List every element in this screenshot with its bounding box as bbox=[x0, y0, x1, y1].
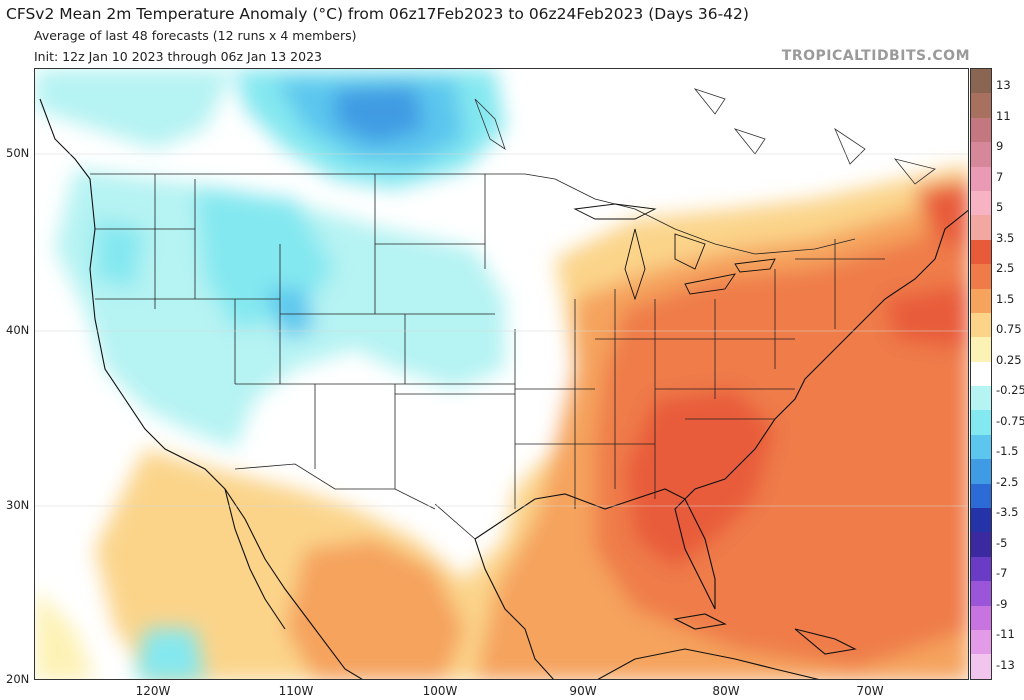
colorbar-label: -0.75 bbox=[996, 413, 1024, 428]
great-lakes bbox=[573, 203, 776, 301]
colorbar-label: 5 bbox=[996, 200, 1004, 214]
lon-label-110w: 110W bbox=[278, 684, 314, 698]
colorbar-label: -0.25 bbox=[996, 383, 1024, 397]
colorbar-segment bbox=[971, 556, 991, 582]
colorbar-label: 3.5 bbox=[996, 230, 1015, 245]
colorbar-label: -11 bbox=[996, 627, 1015, 641]
colorbar-segment bbox=[971, 581, 991, 606]
colorbar-segment bbox=[971, 117, 991, 143]
state-borders bbox=[90, 173, 885, 540]
lon-label-120w: 120W bbox=[135, 684, 171, 698]
anomaly-map bbox=[34, 68, 969, 680]
lat-label-40n: 40N bbox=[6, 323, 30, 337]
coastlines bbox=[39, 98, 968, 679]
colorbar-label: -2.5 bbox=[996, 474, 1019, 489]
colorbar-label: 2.5 bbox=[996, 261, 1015, 275]
colorbar-segment bbox=[971, 93, 991, 118]
colorbar-segment bbox=[971, 386, 991, 411]
colorbar-label: -7 bbox=[996, 566, 1008, 580]
lon-label-80w: 80W bbox=[712, 684, 740, 698]
colorbar-label: 11 bbox=[996, 108, 1011, 123]
colorbar-segment bbox=[971, 629, 991, 655]
colorbar-segment bbox=[971, 239, 991, 265]
colorbar-segment bbox=[971, 288, 991, 313]
colorbar-segment bbox=[971, 69, 991, 94]
colorbar-segment bbox=[971, 508, 991, 533]
colorbar-label: 13 bbox=[996, 78, 1011, 92]
colorbar-segment bbox=[971, 190, 991, 216]
lon-label-90w: 90W bbox=[569, 684, 597, 698]
colorbar-label: -3.5 bbox=[996, 505, 1019, 519]
colorbar bbox=[970, 68, 992, 680]
colorbar-segment bbox=[971, 264, 991, 289]
colorbar-segment bbox=[971, 459, 991, 484]
colorbar-label: 0.75 bbox=[996, 322, 1022, 336]
colorbar-segment bbox=[971, 532, 991, 557]
colorbar-segment bbox=[971, 312, 991, 338]
colorbar-label: -1.5 bbox=[996, 444, 1019, 458]
colorbar-label: -9 bbox=[996, 596, 1008, 611]
colorbar-label: -5 bbox=[996, 535, 1008, 550]
colorbar-segment bbox=[971, 215, 991, 240]
chart-subtitle: Average of last 48 forecasts (12 runs x … bbox=[34, 28, 357, 43]
colorbar-label: 9 bbox=[996, 139, 1004, 153]
lon-label-100w: 100W bbox=[422, 684, 458, 698]
chart-init-info: Init: 12z Jan 10 2023 through 06z Jan 13… bbox=[34, 49, 322, 64]
colorbar-segment bbox=[971, 605, 991, 630]
chart-title: CFSv2 Mean 2m Temperature Anomaly (°C) f… bbox=[6, 5, 749, 23]
canada-features bbox=[474, 88, 936, 185]
colorbar-segment bbox=[971, 483, 991, 509]
colorbar-label: -13 bbox=[996, 657, 1015, 672]
lon-label-70w: 70W bbox=[856, 684, 884, 698]
warm-anomaly-field bbox=[35, 164, 968, 679]
lat-label-30n: 30N bbox=[6, 498, 30, 512]
colorbar-segment bbox=[971, 654, 991, 679]
colorbar-segment bbox=[971, 142, 991, 167]
colorbar-label: 1.5 bbox=[996, 291, 1015, 306]
colorbar-segment bbox=[971, 434, 991, 460]
colorbar-segment bbox=[971, 410, 991, 435]
lat-label-50n: 50N bbox=[6, 146, 30, 160]
colorbar-label: 7 bbox=[996, 169, 1004, 184]
colorbar-label: 0.25 bbox=[996, 352, 1022, 367]
brand-watermark: TROPICALTIDBITS.COM bbox=[781, 48, 970, 64]
lat-label-20n: 20N bbox=[6, 672, 30, 686]
colorbar-segment bbox=[971, 166, 991, 191]
colorbar-segment bbox=[971, 361, 991, 387]
map-svg bbox=[35, 69, 968, 679]
colorbar-segment bbox=[971, 337, 991, 362]
graticule bbox=[35, 153, 968, 507]
